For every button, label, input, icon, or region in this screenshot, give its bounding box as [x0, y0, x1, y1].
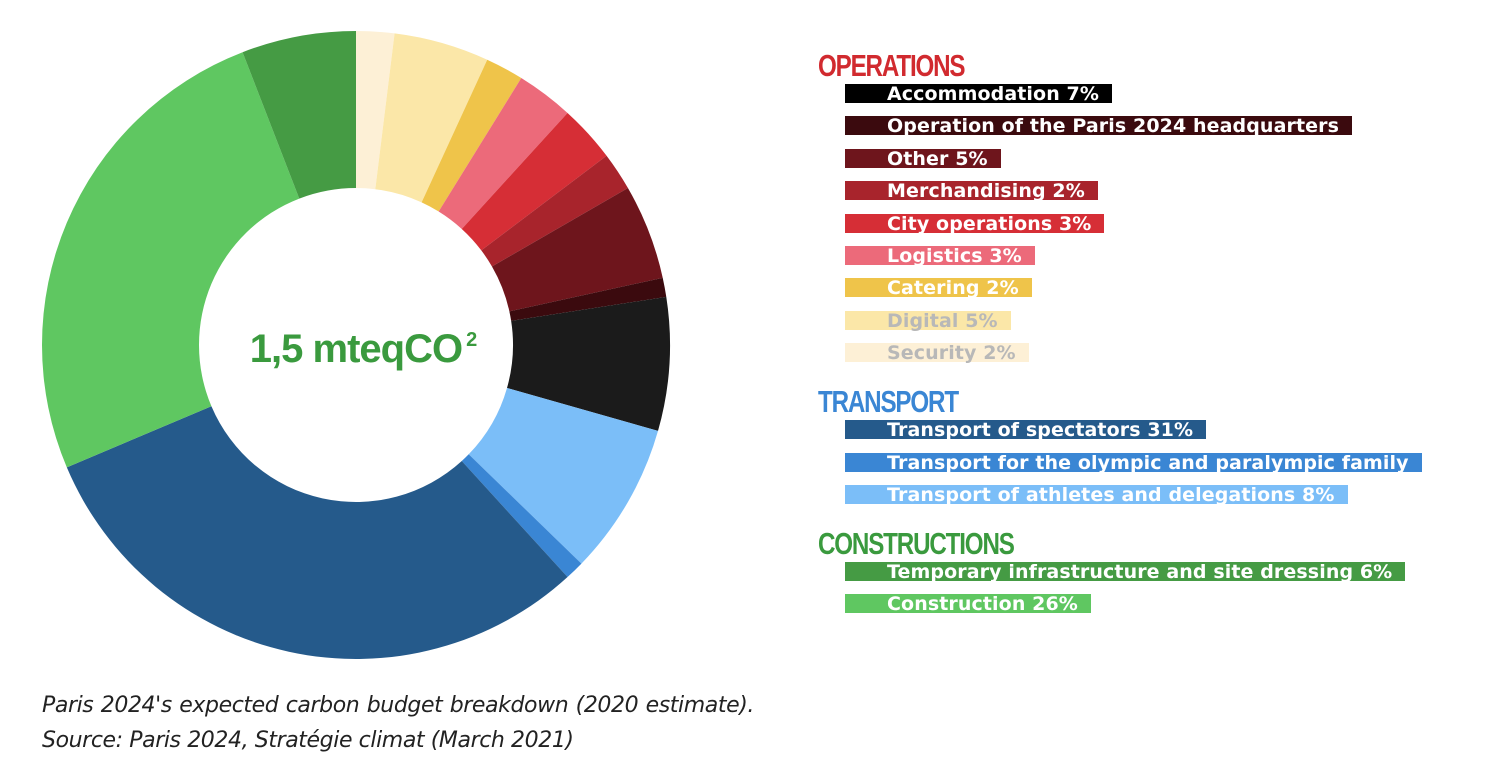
donut-slice-transport-10	[461, 454, 582, 578]
donut-slice-operations-5	[481, 155, 628, 267]
legend-item: Transport of athletes and delegations 8%	[845, 483, 1348, 506]
legend-group-title: CONSTRUCTIONS	[818, 525, 1015, 561]
donut-slice-constructions-13	[242, 31, 356, 199]
legend-item-label: Transport for the olympic and paralympic…	[887, 451, 1409, 474]
legend-item-label: Transport of athletes and delegations 8%	[887, 483, 1335, 506]
legend-item-label: Security 2%	[887, 342, 1016, 365]
legend-item-label: Other 5%	[887, 147, 988, 170]
donut-slice-operations-3	[438, 78, 568, 229]
legend-item: Operation of the Paris 2024 headquarters	[845, 115, 1353, 138]
legend-item-label: Catering 2%	[887, 277, 1019, 300]
legend-item-label: Merchandising 2%	[887, 180, 1085, 203]
legend-group-title: OPERATIONS	[818, 48, 966, 83]
donut-slice-constructions-12	[41, 52, 300, 468]
legend-item: City operations 3%	[845, 212, 1105, 235]
donut-slice-operations-7	[509, 277, 667, 321]
donut-chart: 1,5 mteqCO 2	[41, 31, 670, 659]
legend-item-label: Construction 26%	[887, 593, 1078, 616]
legend-item-label: Transport of spectators 31%	[887, 419, 1194, 442]
legend-item-label: Operation of the Paris 2024 headquarters	[887, 115, 1340, 138]
legend-item: Other 5%	[845, 147, 1001, 170]
legend-item: Security 2%	[845, 342, 1029, 365]
legend-item: Logistics 3%	[845, 244, 1035, 267]
legend-item-label: Logistics 3%	[887, 244, 1022, 267]
donut-slice-operations-1	[375, 33, 488, 203]
donut-slice-operations-0	[356, 31, 395, 190]
legend-item-label: City operations 3%	[887, 212, 1092, 235]
donut-slice-transport-11	[66, 406, 568, 659]
legend-item: Temporary infrastructure and site dressi…	[845, 560, 1406, 583]
legend-group-constructions: CONSTRUCTIONS Temporary infrastructure an…	[818, 525, 1492, 616]
legend-item: Construction 26%	[845, 593, 1091, 616]
donut-slice-operations-4	[461, 112, 607, 251]
figure-caption: Paris 2024's expected carbon budget brea…	[42, 693, 754, 753]
legend-item: Digital 5%	[845, 309, 1011, 332]
chart-legend: OPERATIONS Accommodation 7% Operation of t…	[818, 48, 1492, 635]
donut-slice-transport-9	[468, 387, 659, 564]
donut-slice-operations-2	[421, 59, 522, 212]
donut-slices	[41, 31, 670, 659]
legend-item: Transport of spectators 31%	[845, 419, 1207, 442]
legend-item-label: Accommodation 7%	[887, 83, 1100, 105]
legend-item: Transport for the olympic and paralympic…	[845, 451, 1422, 474]
center-label: 1,5 mteqCO 2	[250, 327, 477, 371]
legend-item-label: Temporary infrastructure and site dressi…	[887, 560, 1393, 583]
donut-slice-operations-6	[491, 188, 663, 312]
legend-item: Catering 2%	[845, 277, 1032, 300]
legend-item-label: Digital 5%	[887, 309, 998, 332]
legend-group-transport: TRANSPORT Transport of spectators 31% Tran…	[818, 384, 1492, 504]
legend-item: Accommodation 7%	[845, 83, 1113, 105]
legend-group-operations: OPERATIONS Accommodation 7% Operation of t…	[818, 48, 1492, 365]
legend-group-title: TRANSPORT	[818, 384, 959, 420]
legend-item: Merchandising 2%	[845, 180, 1098, 203]
donut-slice-operations-8	[507, 296, 670, 431]
